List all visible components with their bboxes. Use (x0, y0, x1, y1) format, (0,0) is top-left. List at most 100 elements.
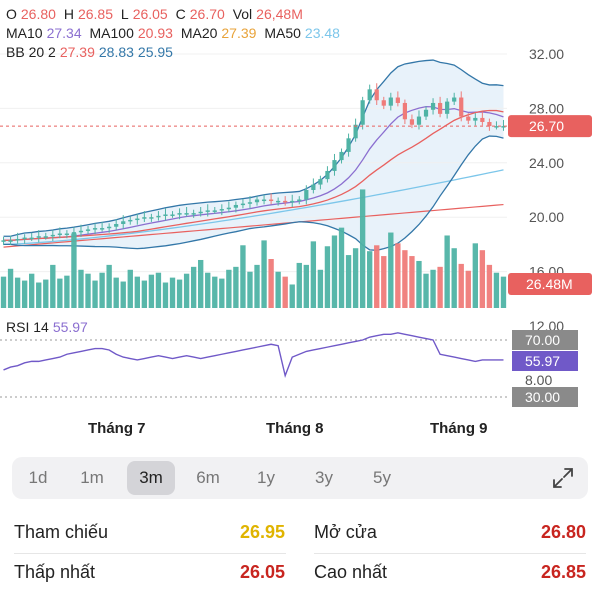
high-label: H (63, 6, 74, 22)
candle (226, 207, 231, 210)
volume-bar (247, 271, 253, 308)
candle (283, 200, 288, 203)
candle (409, 119, 415, 125)
period-3m[interactable]: 3m (127, 461, 175, 495)
low-label: L (120, 6, 129, 22)
volume-bar (451, 248, 457, 308)
chart-canvas[interactable]: 32.0028.0024.0020.0016.0012.0026.7026.48… (0, 0, 600, 410)
candle (212, 210, 217, 212)
volume-bar (289, 284, 295, 308)
candle (318, 179, 323, 185)
current-price-tag-text: 26.70 (529, 118, 564, 134)
volume-bar (395, 243, 401, 308)
ma50-label: MA50 (264, 25, 301, 41)
reference-price-label: Tham chiếu (14, 522, 109, 542)
volume-bar (423, 273, 429, 308)
ma50-value: 23.48 (304, 25, 340, 41)
candle (240, 203, 246, 206)
candle (156, 215, 161, 218)
candle (78, 230, 84, 233)
candle (135, 218, 140, 221)
candle (64, 233, 70, 236)
volume-bar (381, 256, 387, 308)
volume-bar (29, 273, 35, 308)
volume-bar (367, 251, 373, 308)
ma20-line (3, 109, 504, 241)
candle (15, 238, 20, 241)
high-value: 26.85 (77, 6, 113, 22)
volume-bar (134, 276, 140, 308)
ma10-line (3, 105, 504, 241)
bb-upper-line (3, 59, 504, 237)
candle (466, 116, 471, 121)
candle (254, 199, 260, 203)
volume-bar (493, 272, 500, 308)
candle (480, 117, 485, 122)
volume-bar (169, 277, 176, 308)
volume-bar (472, 243, 478, 308)
volume-bar (500, 276, 507, 308)
volume-bar (226, 269, 232, 308)
candle (304, 190, 309, 200)
volume-bar (359, 189, 366, 308)
candle (29, 237, 34, 240)
expand-icon[interactable] (550, 465, 576, 491)
volume-bar (127, 269, 133, 308)
period-1y[interactable]: 1y (257, 468, 275, 487)
volume-bar (183, 273, 190, 308)
candle (276, 200, 281, 203)
candle (388, 97, 393, 106)
high-price-label: Cao nhất (314, 562, 388, 582)
candle (501, 126, 506, 128)
volume-bar (388, 232, 394, 308)
period-6m[interactable]: 6m (196, 468, 220, 487)
period-1m[interactable]: 1m (80, 468, 104, 487)
candle (367, 89, 372, 101)
volume-bar (338, 227, 345, 308)
candle (290, 200, 295, 203)
low-value: 26.05 (132, 6, 168, 22)
low-price-value: 26.05 (239, 562, 285, 582)
volume-bar (437, 266, 443, 308)
candle (459, 97, 464, 117)
candle (198, 211, 203, 214)
rsi-axis-label: 8.00 (525, 372, 552, 388)
candle (487, 122, 492, 127)
rsi-legend: RSI 14 55.97 (6, 318, 92, 336)
candle (142, 217, 147, 219)
stock-chart[interactable]: 32.00 28.00 24.00 20.00 16.00 12.00 26.70 26.48… (0, 0, 600, 410)
period-1d[interactable]: 1d (28, 468, 48, 487)
volume-bar (162, 282, 169, 308)
candle (99, 228, 105, 230)
volume-bar (310, 241, 317, 308)
candle (339, 151, 344, 161)
volume-bar (486, 264, 493, 308)
candle (416, 116, 422, 125)
candle (311, 184, 316, 190)
candle (332, 160, 337, 171)
candle (184, 213, 189, 215)
ma10-label: MA10 (6, 25, 43, 41)
volume-bar (7, 268, 14, 308)
candle (36, 236, 41, 238)
volume-bar (479, 250, 486, 308)
ohlc-legend: O 26.80 H 26.85 L 26.05 C 26.70 Vol 26,48M (6, 5, 307, 23)
candle (247, 202, 253, 204)
ma50-line (3, 169, 504, 246)
candle (430, 102, 436, 110)
volume-bar (141, 280, 148, 308)
volume-tag (508, 273, 592, 295)
period-5y[interactable]: 5y (373, 468, 391, 487)
volume-bar (43, 279, 49, 308)
volume-bar (296, 262, 302, 308)
period-3y[interactable]: 3y (315, 468, 333, 487)
candle (219, 209, 224, 211)
volume-bar (374, 245, 380, 308)
divider-left (14, 553, 286, 554)
candle (205, 210, 210, 212)
candle (92, 228, 98, 230)
volume-bar (205, 272, 211, 308)
x-label-september: Tháng 9 (430, 420, 488, 437)
candle (71, 232, 77, 234)
volume-bar (155, 272, 162, 308)
